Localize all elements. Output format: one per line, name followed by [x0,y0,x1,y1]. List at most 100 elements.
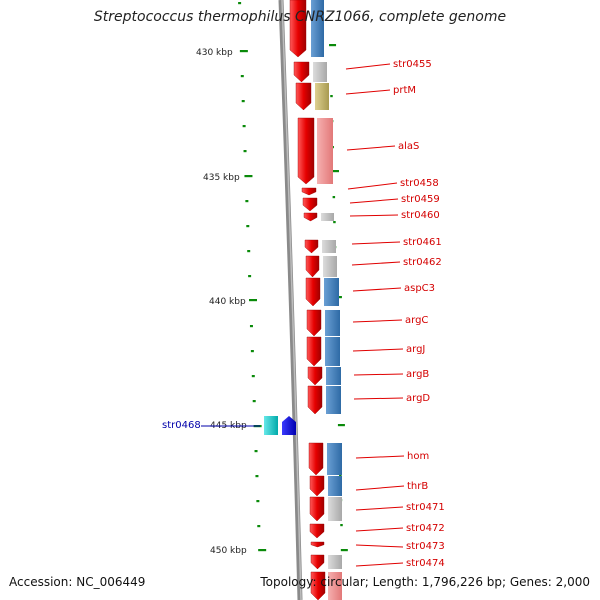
gene-label-str0458[interactable]: str0458 [400,178,439,189]
cog-box [325,337,340,366]
scale-tick [252,400,256,403]
cog-box [315,83,329,110]
gene-arrow [305,255,320,278]
scale-labels: 430 kbp 435 kbp 440 kbp 445 kbp 450 kbp [196,48,247,556]
gene-label-str0460[interactable]: str0460 [401,210,440,221]
gene-label-thrB[interactable]: thrB [407,481,428,492]
cog-box [328,572,342,600]
scale-tick [330,95,333,98]
leader-line [355,527,404,532]
gene-arrow [301,187,317,196]
leader-line [345,63,391,70]
leader-line [352,348,404,352]
scale-tick [247,250,251,253]
cog-box [264,416,278,435]
gene-label-str0474[interactable]: str0474 [406,558,445,569]
gene-label-str0459[interactable]: str0459 [401,194,440,205]
gene-arrow [295,82,312,111]
leader-line [355,506,404,511]
gene-label-str0473[interactable]: str0473 [406,541,445,552]
gene-label-str0468[interactable]: str0468 [162,420,201,431]
scale-tick [331,170,339,173]
gene-label-str0462[interactable]: str0462 [403,257,442,268]
leader-line [353,373,404,376]
genome-stats-text: Topology: circular; Length: 1,796,226 bp… [260,575,590,589]
gene-arrow [309,523,325,539]
leader-line [355,544,404,548]
gene-label-hom[interactable]: hom [407,451,429,462]
gene-arrow [293,61,310,83]
leader-line [353,397,404,400]
gene-arrow [308,442,324,476]
gene-label-str0472[interactable]: str0472 [406,523,445,534]
cog-box [321,213,334,221]
cog-box [328,555,342,569]
gene-label-argJ[interactable]: argJ [406,344,425,355]
scale-tick [255,475,259,478]
scale-tick [254,450,258,453]
leader-line [352,319,403,323]
scale-tick [240,75,244,78]
scale-label-435: 435 kbp [203,173,240,183]
scale-tick [249,299,257,302]
cog-box [317,118,333,184]
gene-arrow [307,385,323,415]
genome-backbone [278,0,303,600]
gene-label-argB[interactable]: argB [406,369,429,380]
cog-box [325,310,340,336]
gene-label-str0471[interactable]: str0471 [406,502,445,513]
leader-line [351,241,401,245]
cog-box [311,0,324,57]
leader-line [351,261,401,266]
scale-tick [251,375,255,378]
scale-tick [238,2,242,5]
cog-box [326,386,341,414]
scale-tick [257,525,261,528]
scale-tick [340,524,343,527]
scale-tick [337,424,345,427]
leader-line [347,182,398,190]
gene-label-argC[interactable]: argC [405,315,428,326]
scale-tick [339,474,342,477]
scale-label-430: 430 kbp [196,48,233,58]
gene-label-aspC3[interactable]: aspC3 [404,283,435,294]
cog-box [328,476,342,496]
gene-arrow-reverse [282,416,296,435]
scale-tick [333,221,336,224]
cog-box [322,240,336,253]
scale-tick [241,100,245,103]
gene-tracks [264,0,342,600]
gene-arrow [309,496,325,522]
gene-label-prtM[interactable]: prtM [393,85,416,96]
leader-line [349,198,399,204]
cog-box [326,367,341,385]
leader-line [346,145,396,151]
gene-arrow [306,309,322,337]
scale-tick [340,549,348,552]
genome-backbone-highlight [281,0,302,600]
gene-label-str0461[interactable]: str0461 [403,237,442,248]
gene-label-alaS[interactable]: alaS [398,141,419,152]
scale-tick [245,200,249,203]
gene-label-str0455[interactable]: str0455 [393,59,432,70]
cog-box [323,256,337,277]
gene-arrow [302,197,318,212]
cog-box [313,62,327,82]
scale-tick [329,44,337,47]
gene-labels: str0455 prtM alaS str0458 str0459 str046… [162,59,445,569]
leader-line [345,89,391,95]
gene-arrow [310,571,326,600]
gene-arrow [309,475,325,497]
gene-label-argD[interactable]: argD [406,393,430,404]
scale-tick [258,549,267,552]
scale-tick [239,50,248,53]
scale-tick [256,500,260,503]
map-title: Streptococcus thermophilus CNRZ1066, com… [93,9,507,25]
label-leaders [201,63,405,567]
scale-label-450: 450 kbp [210,546,247,556]
gene-arrow [306,336,322,367]
leader-line [355,485,405,491]
gene-arrow [289,0,307,58]
gene-arrow [310,554,325,570]
